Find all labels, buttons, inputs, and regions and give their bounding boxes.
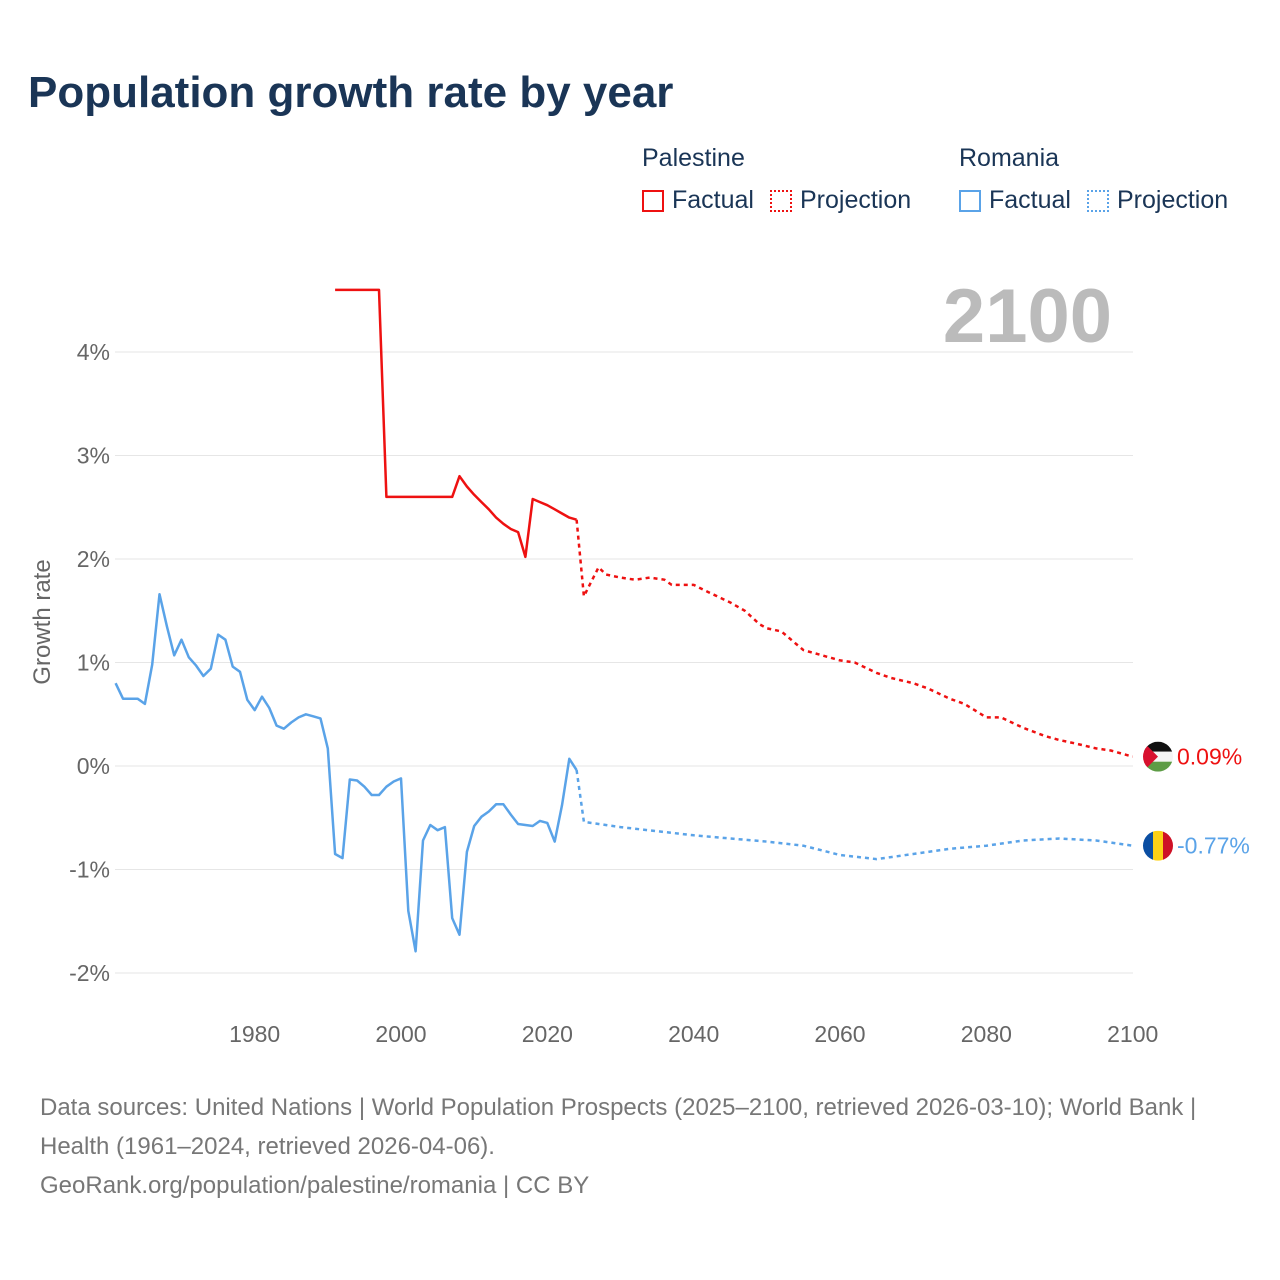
- credit-link[interactable]: GeoRank.org/population/palestine/romania…: [40, 1172, 590, 1199]
- series-line-palestine-projection: [575, 519, 1134, 758]
- series-line-palestine-factual: [335, 288, 577, 559]
- series-line-romania-projection: [575, 769, 1133, 861]
- flag-palestine-icon: [1143, 741, 1173, 772]
- chart-title: Population growth rate by year: [28, 68, 674, 117]
- y-tick-label: 1%: [77, 650, 110, 676]
- y-tick-label: 3%: [77, 443, 110, 469]
- footer: Data sources: United Nations | World Pop…: [40, 1088, 1240, 1205]
- legend-label: Projection: [1116, 186, 1229, 214]
- x-tick-label: 2060: [814, 1021, 865, 1047]
- series-line-romania-factual: [114, 592, 578, 953]
- solid-swatch-icon: [959, 189, 981, 212]
- legend-item-romania-projection[interactable]: Projection: [1086, 186, 1229, 215]
- flag-romania-icon: [1143, 830, 1173, 861]
- x-tick-label: 1980: [229, 1021, 280, 1047]
- legend-label: Factual: [989, 186, 1071, 214]
- legend-row-palestine: Factual Projection: [642, 186, 927, 215]
- legend-item-romania-factual[interactable]: Factual: [959, 186, 1071, 215]
- y-tick-label: 0%: [77, 753, 110, 779]
- dotted-swatch-icon: [769, 189, 792, 212]
- legend-group-romania: Romania: [959, 144, 1060, 172]
- x-tick-label: 2000: [375, 1021, 426, 1047]
- x-tick-label: 2080: [961, 1021, 1012, 1047]
- year-watermark: 2100: [943, 274, 1112, 359]
- legend-group-palestine: Palestine: [642, 144, 745, 172]
- legend-label: Projection: [799, 186, 912, 214]
- y-tick-label: -1%: [69, 857, 110, 883]
- x-tick-label: 2020: [522, 1021, 573, 1047]
- y-tick-label: -2%: [69, 960, 110, 986]
- x-tick-label: 2100: [1107, 1021, 1158, 1047]
- end-value-label: 0.09%: [1177, 744, 1242, 770]
- legend-item-palestine-factual[interactable]: Factual: [642, 186, 754, 215]
- dotted-swatch-icon: [1086, 189, 1109, 212]
- y-tick-label: 4%: [77, 339, 110, 365]
- y-tick-label: 2%: [77, 546, 110, 572]
- legend-label: Factual: [672, 186, 754, 214]
- solid-swatch-icon: [642, 189, 664, 212]
- x-tick-label: 2040: [668, 1021, 719, 1047]
- data-sources: Data sources: United Nations | World Pop…: [40, 1094, 1197, 1160]
- y-axis-label: Growth rate: [29, 559, 56, 684]
- line-chart: -2% -1% 0% 1% 2% 3% 4% 1980 2000 2020 2040 2060 2080…: [29, 274, 1250, 1047]
- end-value-label: -0.77%: [1177, 833, 1250, 859]
- legend-row-romania: Factual Projection: [959, 186, 1244, 215]
- legend-item-palestine-projection[interactable]: Projection: [769, 186, 912, 215]
